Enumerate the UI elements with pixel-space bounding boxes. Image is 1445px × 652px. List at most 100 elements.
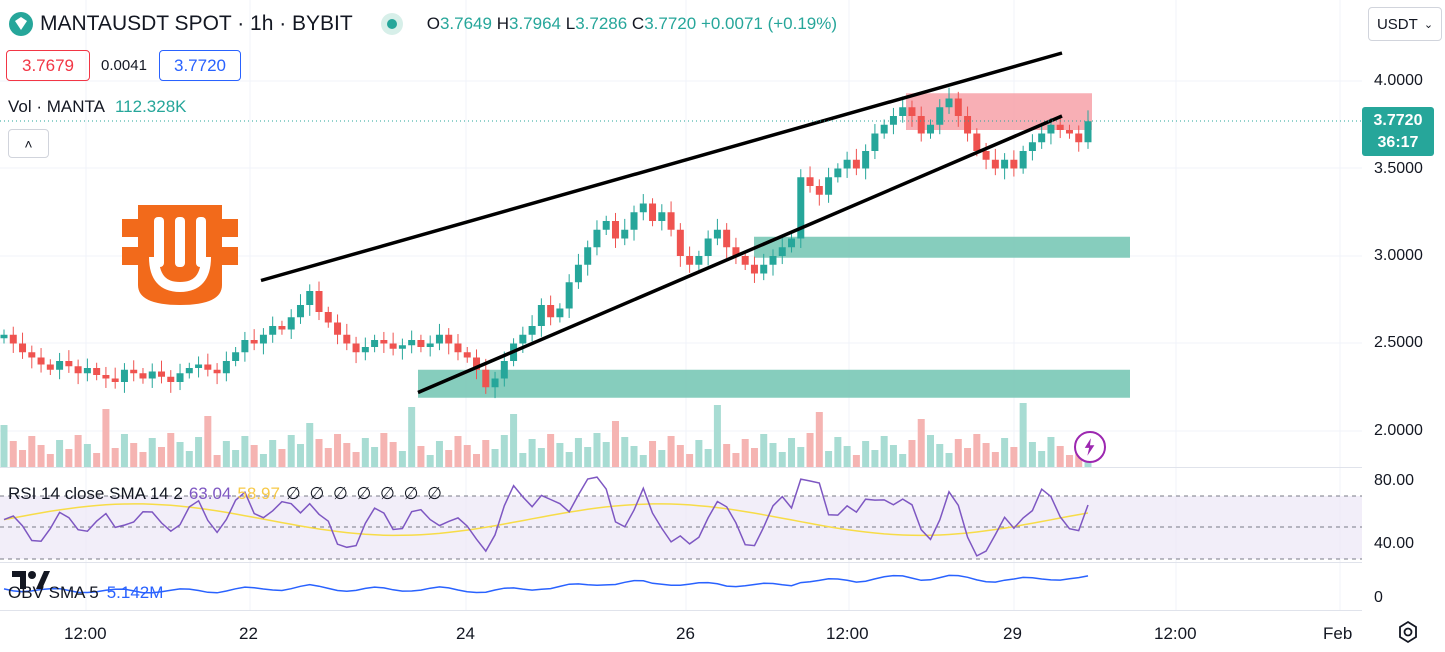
volume-bar <box>852 455 860 467</box>
candle-body <box>1028 142 1036 151</box>
volume-bar <box>380 433 388 467</box>
pane-separator[interactable] <box>0 562 1362 563</box>
symbol-title[interactable]: MANTAUSDT SPOT · 1h · BYBIT <box>40 12 353 35</box>
volume-bar <box>111 448 119 467</box>
supply-zone <box>906 93 1092 130</box>
volume-bar <box>408 407 416 467</box>
rsi-pane <box>0 476 1362 560</box>
candle-body <box>334 322 342 335</box>
price-tick: 2.0000 <box>1374 422 1423 439</box>
zones[interactable] <box>418 93 1130 398</box>
rsi-sma-line <box>3 503 1089 537</box>
rsi-tick: 80.00 <box>1374 472 1415 489</box>
candle-body <box>982 151 990 160</box>
candle-body <box>723 229 731 248</box>
candle-body <box>926 124 934 134</box>
candle-body <box>602 221 610 230</box>
volume-bar <box>565 452 573 467</box>
currency-select[interactable]: USDT ⌄ <box>1368 7 1442 41</box>
volume-bar <box>760 434 768 467</box>
time-tick: 29 <box>1003 624 1022 643</box>
volume-bar <box>250 445 258 467</box>
candle-body <box>1084 121 1092 143</box>
symbol-legend[interactable]: MANTAUSDT SPOT · 1h · BYBIT O3.7649 H3.7… <box>8 11 837 37</box>
candle-body <box>139 373 147 379</box>
candle-body <box>852 159 860 169</box>
volume-bar <box>676 445 684 467</box>
volume-bar <box>964 448 972 467</box>
time-tick: 12:00 <box>1154 624 1197 643</box>
candle-body <box>667 212 675 230</box>
candle-body <box>148 371 156 379</box>
candle-body <box>704 238 712 256</box>
volume-bar <box>936 444 944 467</box>
candle-body <box>1038 133 1046 143</box>
rsi-legend[interactable]: RSI 14 close SMA 14 2 63.04 58.97 ∅ ∅ ∅ ∅ ∅… <box>8 484 444 503</box>
candle-body <box>158 371 166 377</box>
volume-bar <box>426 455 434 467</box>
candle-body <box>167 376 175 382</box>
volume-bar <box>1065 455 1073 467</box>
volume-bar <box>574 438 582 467</box>
volume-bar <box>723 444 731 467</box>
candle-body <box>343 334 351 344</box>
collapse-legend-button[interactable]: ˄ <box>8 129 49 158</box>
candle-body <box>649 203 657 221</box>
candle-body <box>111 378 119 382</box>
market-status-icon[interactable] <box>380 13 403 35</box>
candle-body <box>778 247 786 256</box>
time-tick: Feb <box>1323 624 1353 643</box>
manta-logo-icon <box>9 12 33 36</box>
volume-bar <box>741 439 749 467</box>
candle-body <box>482 369 490 388</box>
time-tick: 12:00 <box>64 624 107 643</box>
candle-body <box>46 364 54 370</box>
candle-body <box>426 343 434 347</box>
volume-bar <box>843 446 851 467</box>
trendlines[interactable] <box>260 51 1063 395</box>
pane-separator[interactable] <box>0 467 1362 468</box>
candle-body <box>287 317 295 330</box>
volume-bar <box>195 437 203 467</box>
candle-body <box>843 159 851 169</box>
price-tick: 3.5000 <box>1374 160 1423 177</box>
volume-bar <box>1019 403 1027 467</box>
volume-bar <box>46 454 54 467</box>
volume-bar <box>176 442 184 467</box>
candle-body <box>408 340 416 346</box>
ask-button[interactable]: 3.7720 <box>159 50 241 81</box>
ohlc-values: O3.7649 H3.7964 L3.7286 C3.7720 +0.0071 … <box>426 14 838 33</box>
settings-gear-icon[interactable] <box>1396 620 1420 644</box>
candle-body <box>74 366 82 374</box>
candle-body <box>556 308 564 318</box>
candle-body <box>204 364 212 370</box>
tradingview-logo-icon[interactable] <box>10 567 50 599</box>
candle-body <box>537 305 545 326</box>
obv-legend[interactable]: OBV SMA 5 5.142M <box>8 583 164 602</box>
volume-bar <box>463 445 471 467</box>
last-price-tag: 3.7720 36:17 <box>1362 107 1434 156</box>
volume-bar <box>639 455 647 467</box>
candle-body <box>1010 159 1018 169</box>
candle-body <box>797 177 805 239</box>
candle-body <box>954 98 962 116</box>
rsi-tick: 40.00 <box>1374 535 1415 552</box>
flash-icon[interactable] <box>1074 431 1106 463</box>
volume-bar <box>473 454 481 467</box>
volume-bar <box>417 446 425 467</box>
volume-bar <box>130 443 138 467</box>
volume-legend[interactable]: Vol · MANTA 112.328K <box>8 97 187 116</box>
volume-bar <box>120 434 128 467</box>
candle-body <box>315 291 323 312</box>
volume-bar <box>56 440 64 467</box>
candle-body <box>56 361 64 370</box>
volume-bar <box>389 442 397 467</box>
candle-body <box>389 343 397 349</box>
volume-bar <box>334 434 342 467</box>
candle-body <box>825 177 833 195</box>
candle-body <box>945 98 953 108</box>
candle-body <box>371 340 379 347</box>
bid-button[interactable]: 3.7679 <box>6 50 90 81</box>
